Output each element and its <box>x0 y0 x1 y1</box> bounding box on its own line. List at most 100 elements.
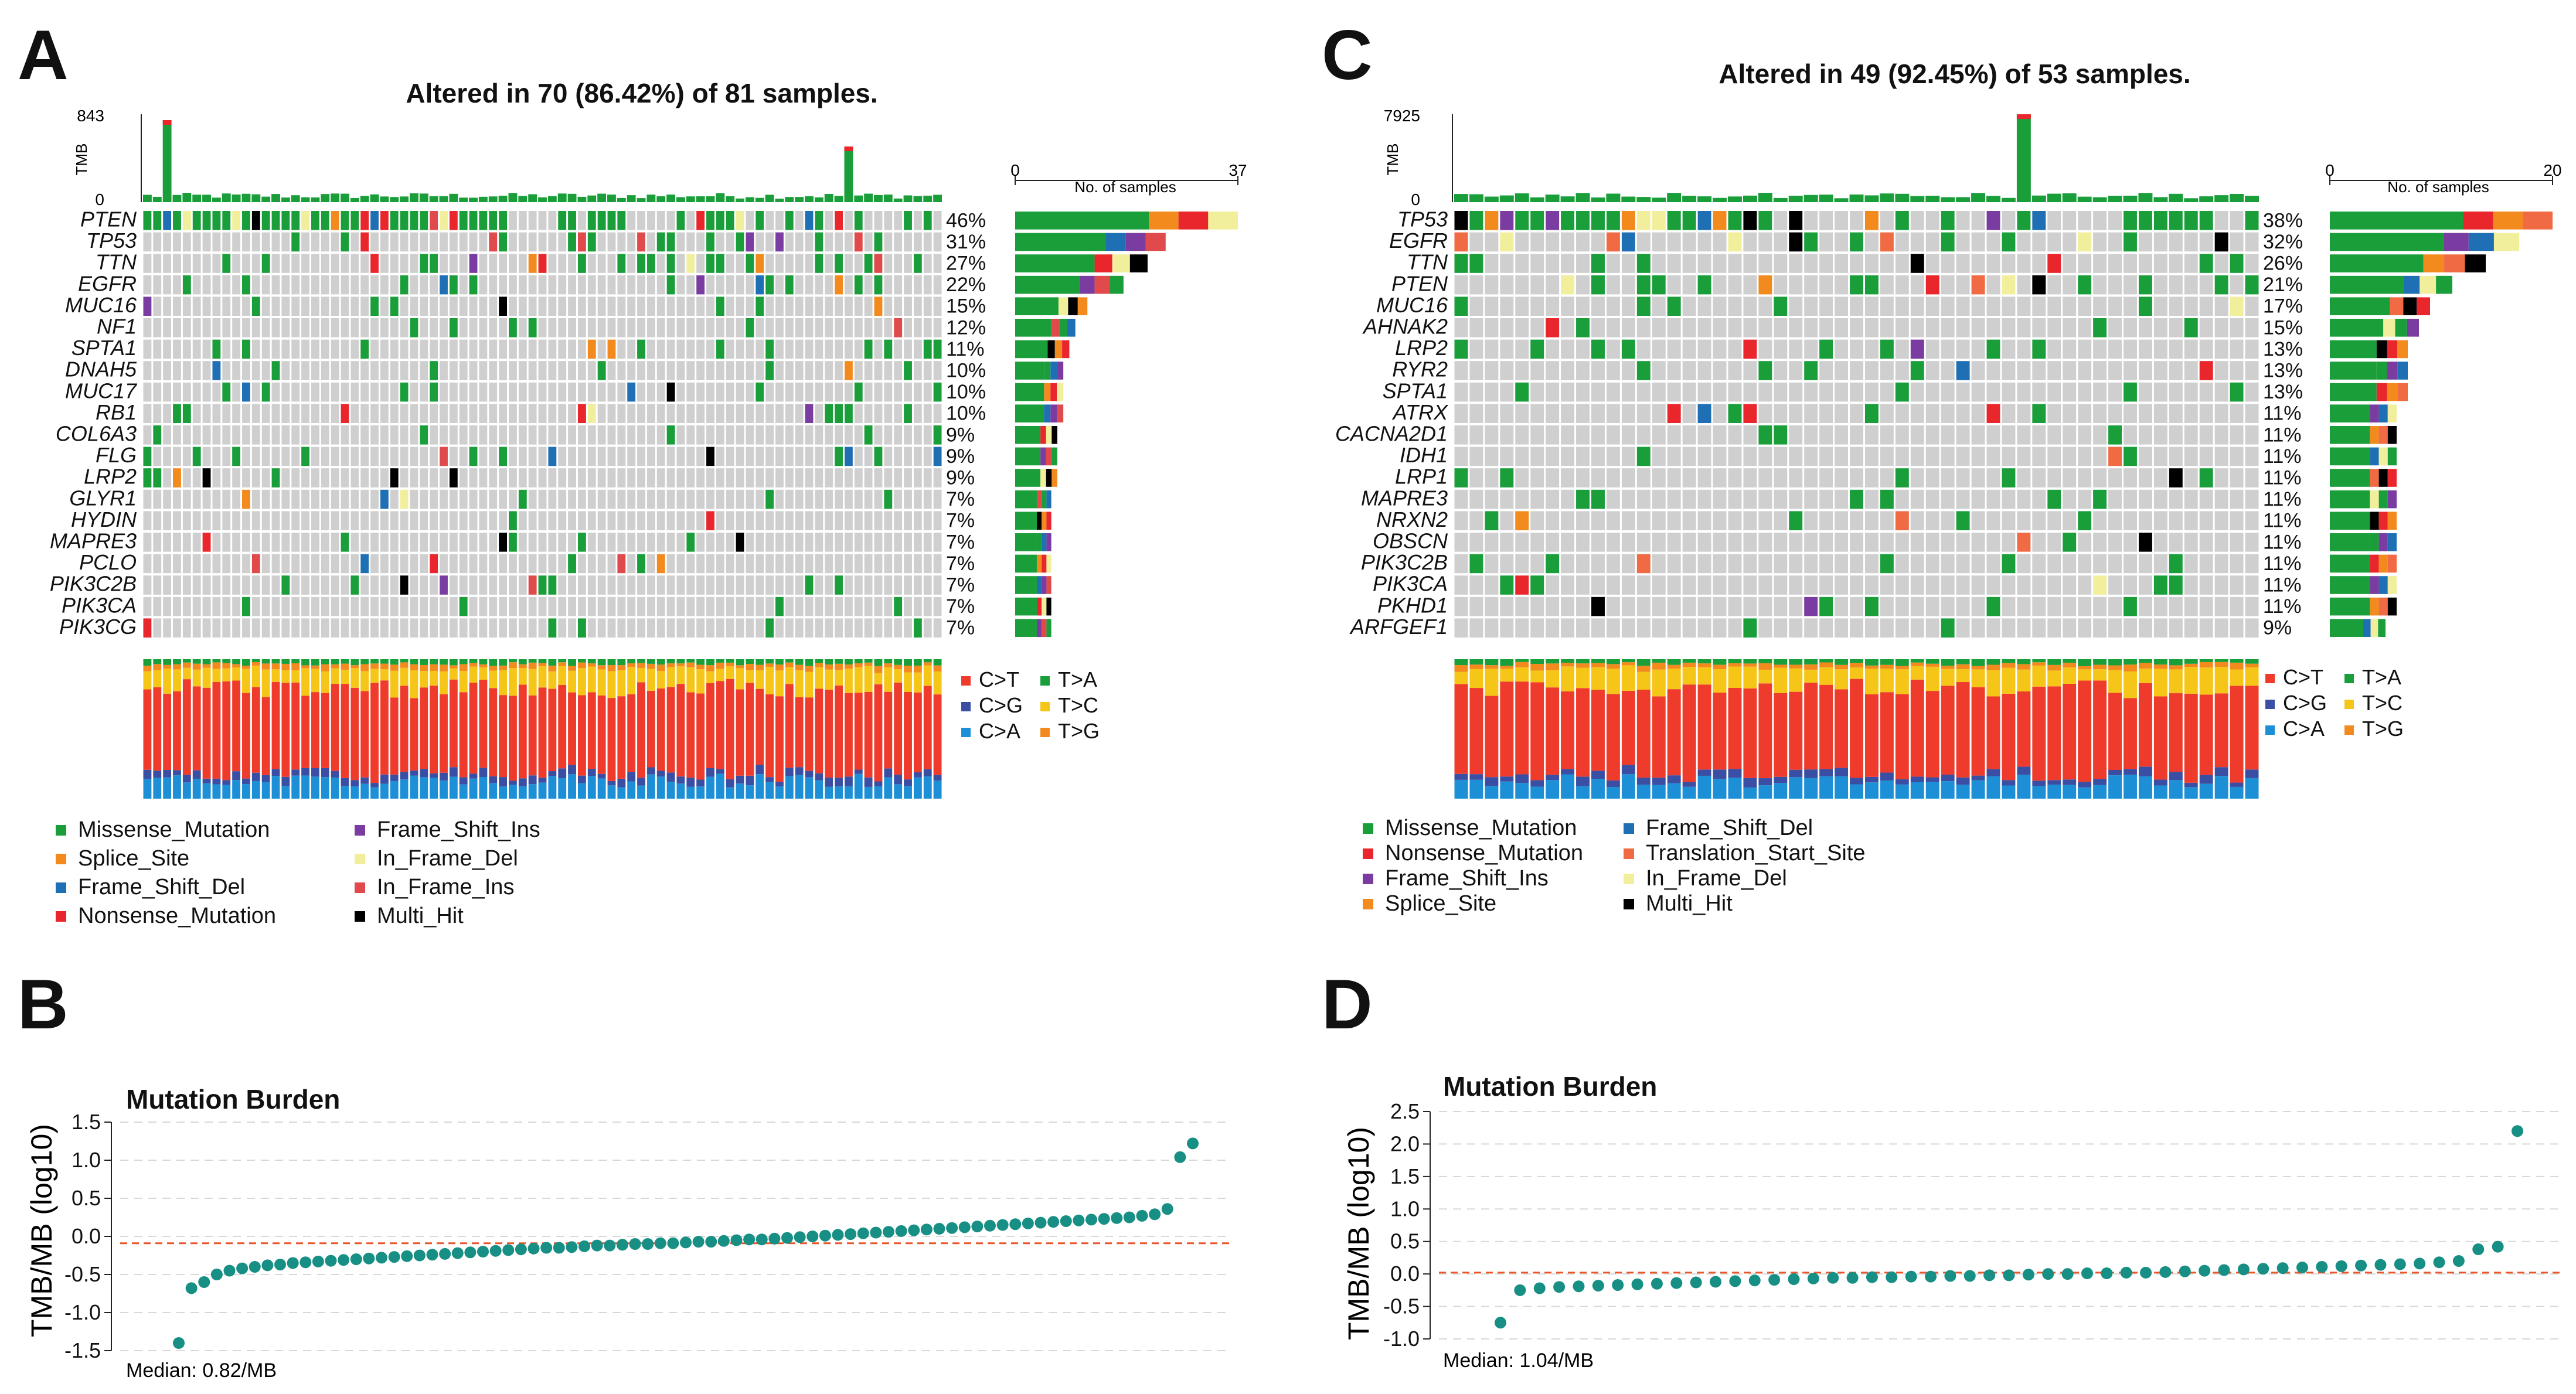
titv-A-CtoT-bar <box>646 690 655 768</box>
oncoplot-A-cell <box>646 447 655 466</box>
oncoplot-C-cell <box>1835 339 1849 359</box>
oncoplot-A-cell <box>163 296 172 316</box>
oncoplot-A-cell <box>370 361 379 380</box>
titv-A-TtoC-bar <box>765 666 774 694</box>
oncoplot-A-cell <box>430 361 438 380</box>
count-bar-C-NRXN2-missense <box>2330 512 2370 530</box>
oncoplot-C-cell <box>1515 447 1529 466</box>
oncoplot-C-cell <box>1789 254 1803 273</box>
oncoplot-C-cell <box>1530 232 1544 252</box>
oncoplot-C-cell <box>1682 211 1696 230</box>
titv-C-CtoA-bar <box>2245 778 2259 799</box>
oncoplot-C-cell <box>2199 554 2213 574</box>
oncoplot-C-cell <box>2169 318 2183 338</box>
oncoplot-C-cell <box>1469 232 1483 252</box>
oncoplot-C-cell <box>1728 489 1742 509</box>
oncoplot-A-cell <box>351 597 359 616</box>
oncoplot-C-cell <box>1804 533 1818 552</box>
titv-C-CtoT-bar <box>1652 696 1666 778</box>
mut-legend-label-C-5: Frame_Shift_Del <box>1646 816 1813 840</box>
oncoplot-A-cell <box>232 404 241 423</box>
oncoplot-A-cell <box>518 425 527 445</box>
oncoplot-A-cell <box>686 275 695 295</box>
oncoplot-C-cell <box>2245 296 2259 316</box>
oncoplot-C-cell <box>1925 468 1939 488</box>
oncoplot-A-cell <box>440 575 448 595</box>
oncoplot-A-cell <box>756 468 764 488</box>
oncoplot-A-cell <box>726 382 734 402</box>
count-bar-A-PIK3CA-missense <box>1015 597 1037 616</box>
oncoplot-A-cell <box>568 468 576 488</box>
oncoplot-A-cell <box>360 404 369 423</box>
oncoplot-C-cell <box>1652 211 1666 230</box>
titv-C-TtoC-bar <box>1910 666 1924 680</box>
oncoplot-C-cell <box>1758 361 1772 380</box>
oncoplot-A-cell <box>844 254 853 273</box>
burden-B-point-6 <box>236 1262 249 1274</box>
tmb-A-bar-36 <box>488 196 498 202</box>
oncoplot-A-cell <box>430 597 438 616</box>
titv-A-TtoC-bar <box>904 672 912 693</box>
oncoplot-A-cell <box>864 511 873 530</box>
oncoplot-A-cell <box>212 318 221 338</box>
oncoplot-A-cell <box>291 425 300 445</box>
count-bar-A-PIK3CA-seg-1 <box>1036 597 1042 616</box>
oncoplot-A-cell <box>775 404 784 423</box>
titv-C-TtoG-bar <box>1469 664 1483 669</box>
oncoplot-C-cell <box>2214 489 2228 509</box>
oncoplot-A-cell <box>884 511 893 530</box>
oncoplot-C-cell <box>1835 511 1849 530</box>
tmb-A-bar-32 <box>449 193 458 202</box>
oncoplot-A-cell <box>291 489 300 509</box>
oncoplot-C-cell <box>1485 361 1499 380</box>
oncoplot-A-cell <box>518 489 527 509</box>
oncoplot-A-cell <box>913 447 922 466</box>
tmb-C-bar-31 <box>1910 196 1925 202</box>
tmb-A-bar-55 <box>676 197 685 202</box>
oncoplot-C-cell <box>2124 447 2137 466</box>
oncoplot-A-cell <box>459 468 468 488</box>
titv-C-TtoA-bar <box>2214 659 2228 662</box>
oncoplot-C-cell <box>1591 425 1605 445</box>
titv-A-TtoA-bar <box>646 659 655 664</box>
titv-C-CtoG-bar <box>1682 782 1696 787</box>
titv-A-TtoG-bar <box>449 665 458 669</box>
oncoplot-C-cell <box>1546 404 1560 423</box>
oncoplot-C-cell <box>1682 597 1696 616</box>
oncoplot-C-cell <box>1621 468 1635 488</box>
oncoplot-A-cell <box>874 361 883 380</box>
oncoplot-A-cell <box>489 468 498 488</box>
oncoplot-A-cell <box>568 554 576 574</box>
oncoplot-A-cell <box>716 447 724 466</box>
burden-B-point-46 <box>743 1233 756 1246</box>
oncoplot-A-cell <box>400 575 409 595</box>
titv-legend-swatch-C-1 <box>2265 674 2275 683</box>
oncoplot-A-cell <box>351 318 359 338</box>
count-bar-C-CACNA2D1-seg-1 <box>2370 426 2379 444</box>
oncoplot-C-cell <box>2184 232 2198 252</box>
oncoplot-A-cell <box>232 382 241 402</box>
oncoplot-C-cell <box>1925 275 1939 295</box>
oncoplot-A-cell <box>509 296 517 316</box>
oncoplot-C-cell <box>1910 318 1924 338</box>
oncoplot-C-cell <box>1758 597 1772 616</box>
oncoplot-C-cell <box>1485 575 1499 595</box>
oncoplot-C-cell <box>1546 597 1560 616</box>
titv-A-CtoA-bar <box>815 780 823 799</box>
oncoplot-A-cell <box>904 296 912 316</box>
oncoplot-C-cell <box>2017 533 2031 552</box>
oncoplot-C-cell <box>2199 296 2213 316</box>
oncoplot-C-cell <box>1728 339 1742 359</box>
tmb-A-bar-17 <box>301 197 310 202</box>
oncoplot-A-cell <box>331 361 339 380</box>
oncoplot-C-cell <box>2184 511 2198 530</box>
oncoplot-A-cell <box>577 533 586 552</box>
oncoplot-A-cell <box>854 511 863 530</box>
titv-C-TtoG-bar <box>1713 664 1727 670</box>
percent-label-C-IDH1: 11% <box>2263 445 2302 468</box>
oncoplot-A-cell <box>509 425 517 445</box>
oncoplot-A-cell <box>676 425 685 445</box>
count-bar-C-PKHD1-seg-1 <box>2370 597 2379 616</box>
count-bar-C-OBSCN-seg-3 <box>2387 533 2397 551</box>
oncoplot-C-cell <box>2153 554 2167 574</box>
